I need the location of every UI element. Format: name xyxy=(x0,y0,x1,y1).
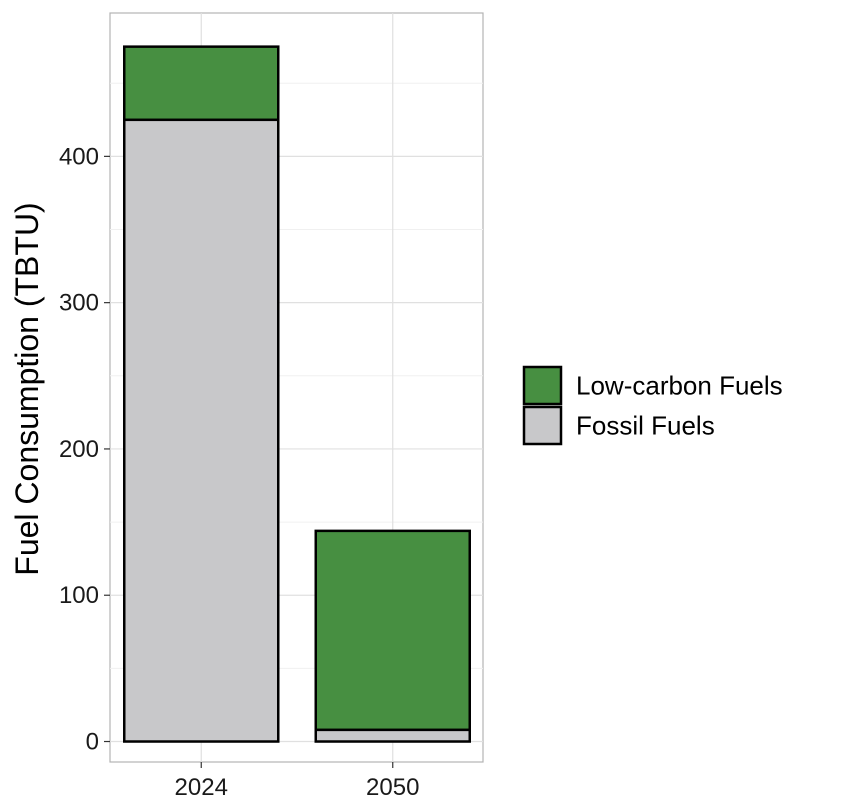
y-tick-label: 200 xyxy=(59,436,99,463)
bar-low-carbon-fuels-2024 xyxy=(123,45,280,122)
legend-key-fossil-fuels xyxy=(522,405,563,446)
legend: Low-carbon Fuels Fossil Fuels xyxy=(522,365,783,446)
bar-low-carbon-fuels-2050 xyxy=(314,529,471,732)
y-tick-label: 100 xyxy=(59,582,99,609)
y-axis-title: Fuel Consumption (TBTU) xyxy=(9,202,45,575)
y-tick-label: 300 xyxy=(59,290,99,317)
legend-label: Low-carbon Fuels xyxy=(576,371,783,401)
bar-fossil-fuels-2024 xyxy=(123,118,280,743)
x-tick-label: 2024 xyxy=(175,774,228,801)
plot-panel: 0 100 200 300 400 2024 2050 xyxy=(59,12,484,801)
x-tick-label: 2050 xyxy=(366,774,419,801)
legend-label: Fossil Fuels xyxy=(576,411,715,441)
y-tick-label: 0 xyxy=(86,729,99,756)
legend-key-low-carbon-fuels xyxy=(522,365,563,406)
y-tick-label: 400 xyxy=(59,143,99,170)
bar-fossil-fuels-2050 xyxy=(314,728,471,743)
